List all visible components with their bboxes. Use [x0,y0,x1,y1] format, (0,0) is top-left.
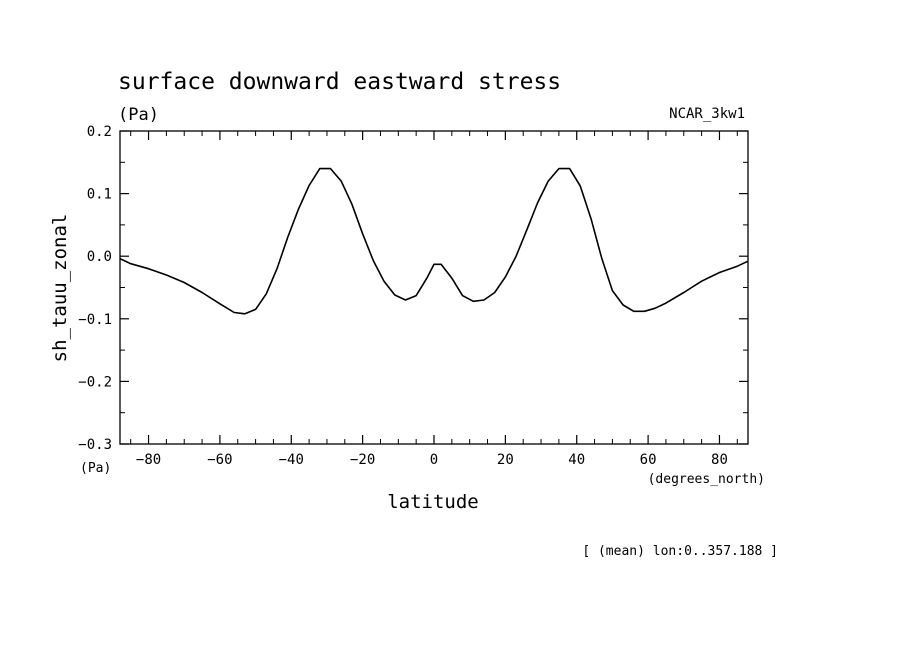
x-tick-label: 40 [568,452,585,468]
x-tick-label: 60 [640,452,657,468]
x-axis: −80 −60 −40 −20 0 20 40 60 80 [136,131,728,468]
chart-title: surface downward eastward stress [118,69,561,95]
x-units-label: (degrees_north) [648,472,765,487]
plot-frame [119,130,749,445]
y-tick-label: −0.2 [78,374,112,390]
x-tick-label: 20 [497,452,514,468]
footnote: [ (mean) lon:0..357.188 ] [582,544,778,559]
y-axis: 0.2 0.1 0.0 −0.1 −0.2 −0.3 [78,124,748,453]
series-line [119,167,749,315]
y-tick-label: 0.1 [87,187,112,203]
y-tick-label: 0.2 [87,124,112,140]
x-axis-label: latitude [387,491,479,513]
y-tick-label: 0.0 [87,249,112,265]
units-label: (Pa) [118,105,159,125]
y-tick-label: −0.3 [78,437,112,453]
x-tick-label: −40 [279,452,304,468]
x-tick-label: −80 [136,452,161,468]
y-axis-label: sh_tauu_zonal [49,214,71,363]
y-tick-label: −0.1 [78,312,112,328]
model-label: NCAR_3kw1 [669,106,745,122]
x-tick-label: 80 [711,452,728,468]
x-tick-label: −60 [207,452,232,468]
y-units-corner: (Pa) [80,461,111,476]
x-tick-label: 0 [430,452,438,468]
x-tick-label: −20 [350,452,375,468]
minor-ticks [120,131,748,444]
